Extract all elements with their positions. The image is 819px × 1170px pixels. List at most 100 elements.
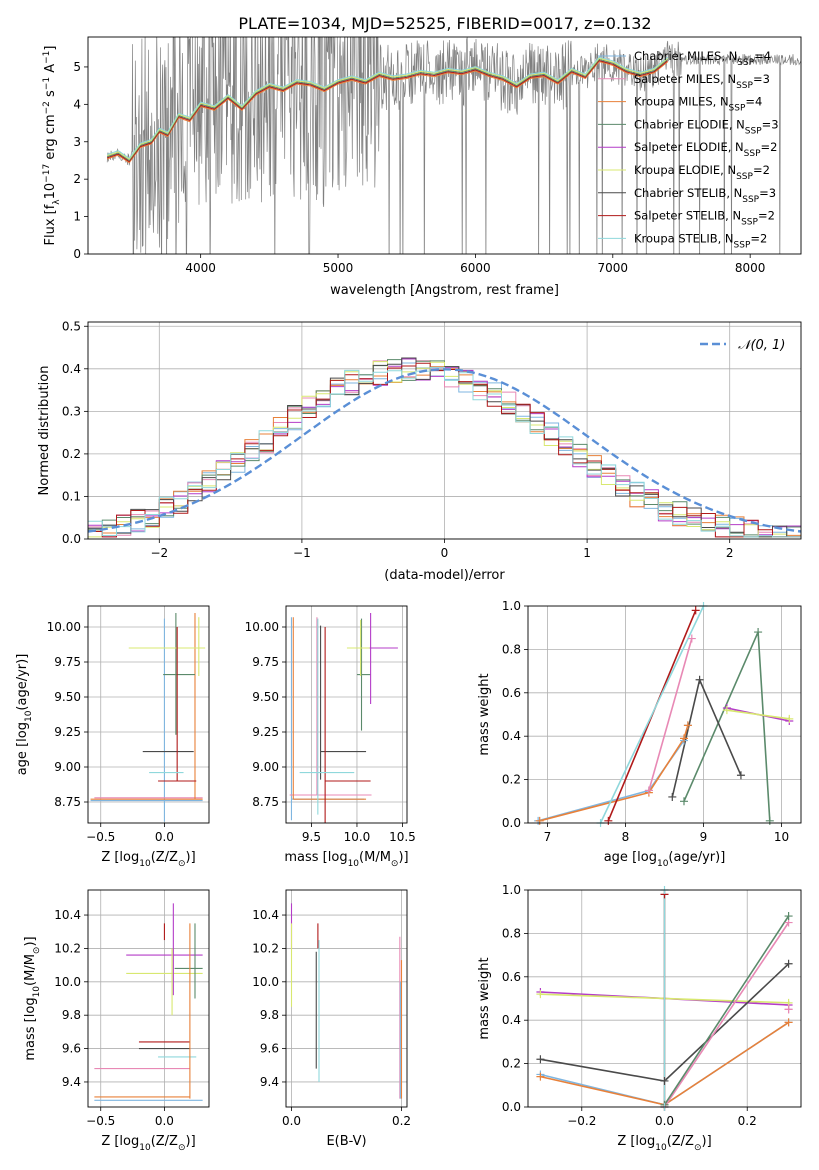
model-spectrum-chabrier_elodie	[107, 58, 669, 162]
x-tick-label: 7	[544, 830, 552, 844]
y-tick-label: 0.6	[502, 686, 521, 700]
x-tick-label: 0.0	[155, 830, 174, 844]
y-tick-label: 0.2	[502, 1057, 521, 1071]
x-tick-label: 6000	[460, 261, 491, 275]
weight-marker-chabrier_stelib	[660, 1076, 669, 1085]
y-tick-label: 9.75	[252, 655, 279, 669]
y-tick-label: 10.2	[252, 941, 279, 955]
weight-marker-kroupa_miles	[683, 721, 692, 730]
y-tick-label: 1	[73, 210, 81, 224]
plot-area	[528, 606, 801, 823]
legend-entry-kroupa_miles: Kroupa MILES, NSSP=4	[634, 95, 762, 114]
y-tick-label: 0.1	[62, 489, 81, 503]
y-tick-label: 9.4	[62, 1075, 81, 1089]
y-tick-label: 0.6	[502, 970, 521, 984]
panel-age_vs_mass: 9.5 10.0 10.5 8.75 9.00 9.25 9.50 9.75 10.00 mass…	[245, 605, 416, 869]
x-tick-label: 0.0	[155, 1114, 174, 1128]
y-tick-label: 10.0	[54, 975, 81, 989]
x-tick-label: 1	[583, 546, 591, 560]
y-tick-label: 9.75	[54, 655, 81, 669]
weight-marker-kroupa_miles	[784, 1018, 793, 1027]
figure-title: PLATE=1034, MJD=52525, FIBERID=0017, z=0…	[238, 14, 651, 33]
weight-marker-chabrier_elodie	[680, 797, 688, 806]
y-tick-label: 9.8	[62, 1008, 81, 1022]
y-tick-label: 5	[73, 60, 81, 74]
weight-marker-kroupa_elodie	[536, 990, 545, 999]
y-axis-label: mass [log10(M/M⊙)]	[23, 936, 42, 1060]
x-tick-label: 0.0	[282, 1114, 301, 1128]
x-axis-label: mass [log10(M/M⊙)]	[284, 850, 408, 869]
y-axis-label: mass weight	[477, 673, 492, 755]
weight-marker-chabrier_elodie	[754, 628, 763, 637]
y-tick-label: 8.75	[54, 795, 81, 809]
x-axis-label: wavelength [Angstrom, rest frame]	[330, 283, 559, 298]
y-axis-label: mass weight	[477, 957, 492, 1039]
weight-marker-salpeter_miles	[644, 786, 653, 795]
weight-line-chabrier_elodie	[663, 915, 790, 1106]
y-tick-label: 0.0	[62, 532, 81, 546]
weight-marker-salpeter_stelib	[604, 816, 613, 825]
weight-marker-chabrier_stelib	[668, 792, 677, 801]
legend-entry-salpeter_elodie: Salpeter ELODIE, NSSP=2	[634, 140, 777, 159]
axes-frame	[87, 36, 802, 255]
observed-spectrum	[106, 37, 801, 254]
y-tick-label: 10.4	[252, 908, 279, 922]
y-tick-label: 10.2	[54, 941, 81, 955]
y-tick-label: 10.4	[54, 908, 81, 922]
y-tick-label: 0.8	[502, 642, 521, 656]
panel-spectrum: 4000 5000 6000 7000 8000 0 1 2 3 4 5 wavelength [An…	[42, 36, 802, 298]
y-axis-label: age [log10(age/yr)]	[15, 654, 34, 776]
y-tick-label: 0.4	[502, 729, 521, 743]
axes-frame	[527, 605, 802, 824]
y-tick-label: 9.8	[260, 1008, 279, 1022]
y-tick-label: 0.8	[502, 926, 521, 940]
plot-area	[88, 890, 209, 1107]
y-tick-label: 9.50	[54, 690, 81, 704]
x-axis-label: age [log10(age/yr)]	[604, 850, 726, 869]
x-tick-label: −0.5	[86, 830, 115, 844]
x-tick-label: 7000	[598, 261, 629, 275]
axes-frame	[285, 889, 408, 1108]
weight-line-chabrier_miles	[537, 725, 689, 822]
y-tick-label: 1.0	[502, 883, 521, 897]
plot-area	[106, 37, 801, 254]
weight-marker-chabrier_stelib	[695, 675, 704, 684]
y-tick-label: 0.4	[62, 362, 81, 376]
x-tick-label: 9	[700, 830, 708, 844]
y-tick-label: 10.00	[47, 620, 81, 634]
weight-marker-kroupa_miles	[680, 734, 688, 743]
axes-frame	[285, 605, 408, 824]
weight-marker-salpeter_miles	[687, 634, 696, 643]
x-axis-label: Z [log10(Z/Z⊙)]	[617, 1134, 711, 1153]
axes-frame	[87, 605, 210, 824]
y-tick-label: 9.6	[260, 1042, 279, 1056]
y-tick-label: 4	[73, 97, 81, 111]
legend-entry-salpeter_miles: Salpeter MILES, NSSP=3	[634, 72, 770, 91]
weight-line-chabrier_elodie	[683, 631, 771, 821]
histogram-kroupa_stelib	[88, 366, 801, 538]
y-tick-label: 9.50	[252, 690, 279, 704]
x-tick-label: 8000	[735, 261, 766, 275]
legend-entry-chabrier_miles: Chabrier MILES, NSSP=4	[634, 49, 771, 68]
weight-marker-salpeter_miles	[784, 1005, 793, 1014]
y-tick-label: 8.75	[252, 795, 279, 809]
model-spectrum-kroupa_stelib	[107, 56, 669, 159]
legend-entry-kroupa_stelib: Kroupa STELIB, NSSP=2	[634, 231, 767, 250]
x-tick-label: −2	[150, 546, 168, 560]
y-tick-label: 0.4	[502, 1013, 521, 1027]
x-axis-label: (data-model)/error	[384, 568, 505, 583]
panel-age_vs_Z: −0.5 0.0 8.75 9.00 9.25 9.50 9.75 10.00 Z [log10…	[15, 605, 210, 869]
y-tick-label: 0.0	[502, 1100, 521, 1114]
x-tick-label: −0.2	[567, 1114, 596, 1128]
y-tick-label: 0.0	[502, 816, 521, 830]
x-tick-label: 9.5	[302, 830, 321, 844]
x-tick-label: 10	[774, 830, 789, 844]
y-tick-label: 9.00	[252, 760, 279, 774]
weight-marker-kroupa_elodie	[722, 706, 731, 715]
weight-line-salpeter_miles	[663, 922, 790, 1107]
y-tick-label: 1.0	[502, 599, 521, 613]
y-tick-label: 10.0	[252, 975, 279, 989]
x-tick-label: −0.5	[86, 1114, 115, 1128]
y-tick-label: 0	[73, 247, 81, 261]
panel-weight_vs_age: 7 8 9 10 0.0 0.2 0.4 0.6 0.8 1.0 age [log10(age/yr…	[477, 599, 802, 869]
